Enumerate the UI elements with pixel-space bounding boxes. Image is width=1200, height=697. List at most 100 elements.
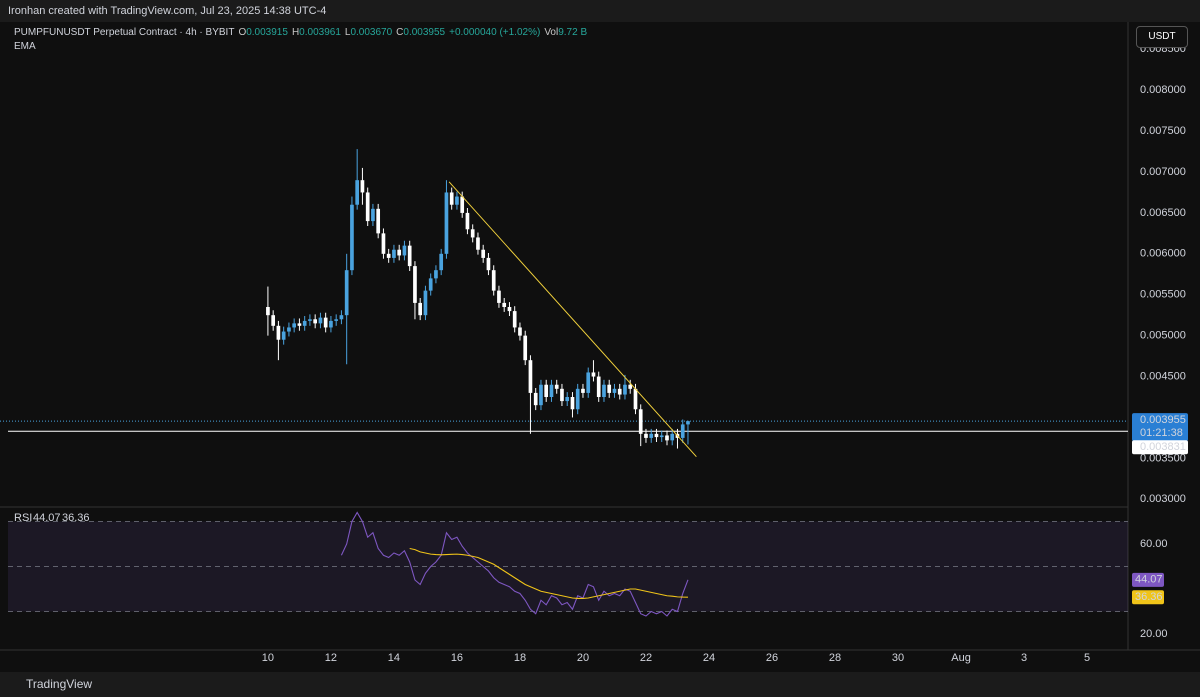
legend-item: L0.003670: [345, 27, 392, 38]
candle-body: [413, 266, 417, 303]
legend-key: C: [396, 27, 404, 38]
candle-body: [344, 270, 349, 316]
rsi-legend-value: 44.07: [33, 512, 61, 524]
y-tick-label: 0.006500: [1140, 207, 1186, 219]
candle-body: [602, 384, 606, 397]
candle-body: [507, 307, 512, 312]
candle-body: [470, 229, 475, 238]
x-tick-label: 24: [703, 652, 715, 664]
candle-body: [586, 372, 591, 393]
rsi-tick-label: 20.00: [1140, 628, 1168, 640]
candle-body: [281, 331, 286, 340]
symbol-title: PUMPFUNUSDT Perpetual Contract · 4h · BY…: [14, 27, 235, 38]
rsi-legend-value: 36.36: [62, 512, 90, 524]
candle-body: [491, 270, 496, 291]
x-tick-label: 10: [262, 652, 274, 664]
candle-body: [271, 315, 276, 326]
rsi-title: RSI: [14, 512, 32, 524]
rsi-value-label: 36.36: [1135, 591, 1163, 603]
rsi-value-box: [1132, 572, 1164, 587]
currency-button[interactable]: USDT: [1136, 26, 1188, 48]
candle-body: [339, 315, 344, 320]
candle-body: [554, 384, 559, 389]
legend-value: 0.003670: [350, 27, 393, 38]
x-tick-label: 20: [577, 652, 589, 664]
price-label-box: [1132, 413, 1188, 442]
candle-body: [392, 249, 396, 258]
x-tick-label: 16: [451, 652, 463, 664]
rsi-value-box: [1132, 590, 1164, 605]
x-tick-label: 5: [1084, 652, 1090, 664]
candle-body: [423, 290, 428, 316]
candle-body: [638, 409, 643, 434]
candle-body: [329, 320, 333, 328]
candle-body: [292, 323, 297, 328]
candle-body: [607, 384, 612, 393]
candle-body: [654, 433, 659, 438]
candle-body: [680, 424, 685, 438]
candle-body: [428, 278, 433, 291]
candle-body: [302, 320, 307, 326]
candle-body: [455, 196, 459, 205]
candle-body: [334, 319, 339, 321]
footer: TradingView: [0, 672, 1200, 697]
legend-item: H0.003961: [292, 27, 341, 38]
trendline: [448, 181, 697, 458]
y-tick-label: 0.007000: [1140, 166, 1186, 178]
candle-body: [670, 433, 675, 441]
legend: PUMPFUNUSDT Perpetual Contract · 4h · BY…: [14, 27, 587, 38]
candle-body: [266, 307, 270, 316]
candle-body: [512, 311, 517, 328]
legend-key: O: [238, 27, 247, 38]
legend-value: 0.003915: [246, 27, 288, 38]
candle-body: [460, 196, 465, 213]
candle-body: [407, 245, 412, 267]
legend-value: 0.003955: [403, 27, 446, 38]
candle-body: [591, 372, 596, 377]
x-tick-label: 3: [1021, 652, 1027, 664]
legend-value: 0.003961: [299, 27, 341, 38]
candle-body: [402, 245, 407, 256]
candle-body: [659, 435, 664, 438]
candle-body: [287, 327, 291, 332]
rsi-tick-label: 60.00: [1140, 538, 1168, 550]
candle-body: [649, 433, 654, 438]
x-tick-label: 18: [514, 652, 526, 664]
candle-body: [444, 192, 449, 254]
candle-body: [360, 180, 365, 193]
legend-value: 9.72 B: [558, 27, 588, 38]
candle-body: [481, 249, 486, 258]
y-tick-label: 0.003000: [1140, 493, 1186, 505]
legend-key: Vol: [544, 27, 559, 38]
x-tick-label: 28: [829, 652, 841, 664]
indicator-label: EMA: [14, 41, 36, 52]
candle-body: [544, 384, 549, 397]
y-tick-label: 0.006000: [1140, 248, 1186, 260]
rsi-value-label: 44.07: [1135, 574, 1163, 586]
candle-body: [560, 388, 564, 402]
candle-body: [371, 208, 375, 222]
candle-body: [355, 180, 360, 205]
candle-body: [549, 384, 554, 397]
candle-body: [628, 384, 633, 389]
candle-body: [644, 433, 648, 438]
candle-body: [276, 325, 281, 340]
y-tick-label: 0.003500: [1140, 452, 1186, 464]
price-label: 0.003955: [1140, 414, 1186, 426]
hline-label: 0.003831: [1140, 441, 1186, 453]
candle-body: [418, 302, 423, 316]
candle-body: [386, 253, 391, 258]
candle-body: [686, 421, 690, 425]
candle-body: [434, 270, 438, 279]
candle-body: [397, 249, 402, 256]
x-tick-label: 12: [325, 652, 337, 664]
candle-body: [323, 317, 328, 328]
credit: Ironhan created with TradingView.com, Ju…: [0, 0, 1200, 22]
candle-body: [523, 335, 528, 361]
y-tick-label: 0.007500: [1140, 125, 1186, 137]
y-tick-label: 0.005500: [1140, 289, 1186, 301]
legend-key: H: [291, 27, 300, 38]
legend-key: L: [344, 27, 351, 38]
